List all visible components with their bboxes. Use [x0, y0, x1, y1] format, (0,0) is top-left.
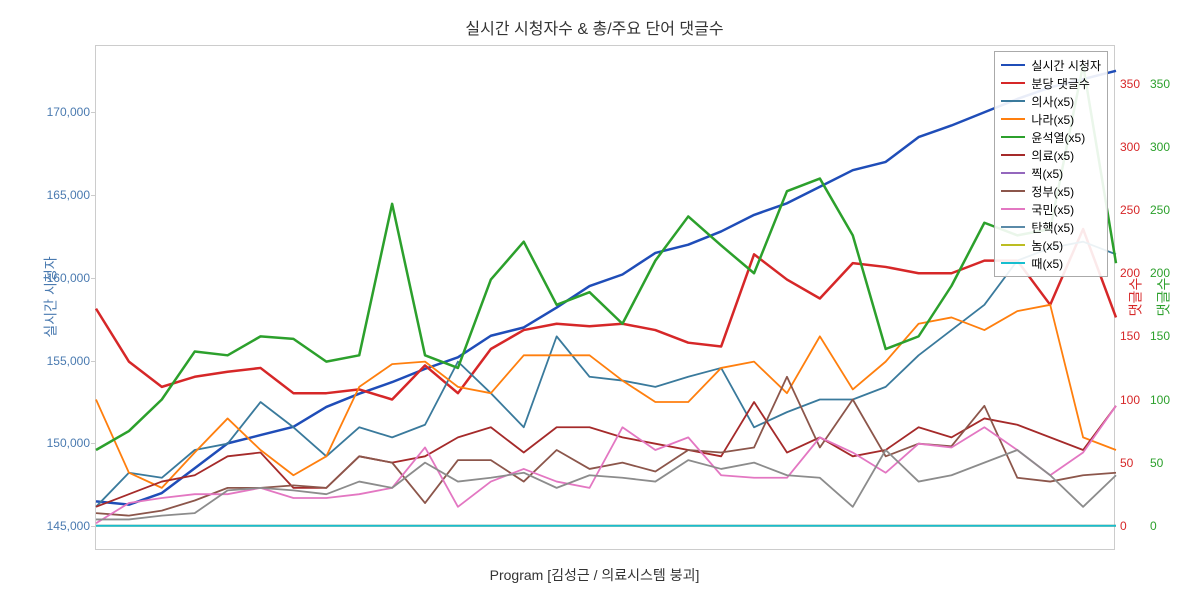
- legend-label: 찍(x5): [1031, 165, 1063, 182]
- legend-label: 때(x5): [1031, 255, 1063, 272]
- legend-line-swatch: [1001, 190, 1025, 192]
- y-right2-tick-label: 200: [1114, 266, 1170, 280]
- y-right2-tick-label: 50: [1114, 456, 1163, 470]
- y-axis-right2-label: 댓글수: [1154, 277, 1174, 316]
- series-line: [96, 229, 1116, 399]
- y-right2-tick-label: 150: [1114, 329, 1170, 343]
- legend-line-swatch: [1001, 100, 1025, 102]
- legend-label: 실시간 시청자: [1031, 57, 1101, 74]
- legend-item: 국민(x5): [1001, 200, 1101, 218]
- legend-line-swatch: [1001, 172, 1025, 174]
- series-line: [96, 305, 1116, 488]
- y-left-tick-label: 150,000: [47, 436, 96, 450]
- y-left-tick-label: 145,000: [47, 519, 96, 533]
- series-line: [96, 377, 1116, 516]
- y-left-tick-label: 170,000: [47, 105, 96, 119]
- legend-line-swatch: [1001, 64, 1025, 67]
- y-left-tick-label: 160,000: [47, 271, 96, 285]
- y-left-tick-label: 155,000: [47, 354, 96, 368]
- chart-title: 실시간 시청자수 & 총/주요 단어 댓글수: [0, 15, 1189, 39]
- legend-item: 놈(x5): [1001, 236, 1101, 254]
- legend-line-swatch: [1001, 154, 1025, 156]
- y-axis-right1-label: 댓글수: [1126, 277, 1146, 316]
- x-axis-label: Program [김성근 / 의료시스템 붕괴]: [0, 565, 1189, 585]
- legend-label: 놈(x5): [1031, 237, 1063, 254]
- chart-container: 실시간 시청자수 & 총/주요 단어 댓글수 실시간 시청자 댓글수 댓글수 실…: [0, 0, 1189, 593]
- y-right2-tick-label: 350: [1114, 77, 1170, 91]
- legend-label: 분당 댓글수: [1031, 75, 1090, 92]
- y-right2-tick-label: 300: [1114, 140, 1170, 154]
- legend-item: 의사(x5): [1001, 92, 1101, 110]
- legend-item: 실시간 시청자: [1001, 56, 1101, 74]
- legend-label: 정부(x5): [1031, 183, 1074, 200]
- plot-area: 실시간 시청자분당 댓글수의사(x5)나라(x5)윤석열(x5)의료(x5)찍(…: [95, 45, 1115, 550]
- series-line: [96, 450, 1116, 519]
- legend-label: 나라(x5): [1031, 111, 1074, 128]
- legend-line-swatch: [1001, 82, 1025, 85]
- legend-line-swatch: [1001, 244, 1025, 246]
- legend-label: 의사(x5): [1031, 93, 1074, 110]
- legend-line-swatch: [1001, 136, 1025, 139]
- legend-line-swatch: [1001, 208, 1025, 210]
- legend-line-swatch: [1001, 262, 1025, 264]
- legend-label: 국민(x5): [1031, 201, 1074, 218]
- legend-item: 의료(x5): [1001, 146, 1101, 164]
- legend-line-swatch: [1001, 226, 1025, 228]
- legend-item: 탄핵(x5): [1001, 218, 1101, 236]
- legend-item: 분당 댓글수: [1001, 74, 1101, 92]
- y-right2-tick-label: 100: [1114, 393, 1170, 407]
- legend: 실시간 시청자분당 댓글수의사(x5)나라(x5)윤석열(x5)의료(x5)찍(…: [994, 51, 1108, 277]
- legend-item: 나라(x5): [1001, 110, 1101, 128]
- legend-item: 때(x5): [1001, 254, 1101, 272]
- legend-label: 의료(x5): [1031, 147, 1074, 164]
- legend-item: 윤석열(x5): [1001, 128, 1101, 146]
- legend-line-swatch: [1001, 118, 1025, 120]
- series-line: [96, 65, 1116, 450]
- y-axis-left-label: 실시간 시청자: [41, 256, 61, 337]
- legend-item: 찍(x5): [1001, 164, 1101, 182]
- legend-label: 탄핵(x5): [1031, 219, 1074, 236]
- y-right2-tick-label: 250: [1114, 203, 1170, 217]
- series-line: [96, 406, 1116, 523]
- plot-svg: [96, 46, 1116, 551]
- legend-item: 정부(x5): [1001, 182, 1101, 200]
- y-left-tick-label: 165,000: [47, 188, 96, 202]
- y-right2-tick-label: 0: [1114, 519, 1157, 533]
- legend-label: 윤석열(x5): [1031, 129, 1085, 146]
